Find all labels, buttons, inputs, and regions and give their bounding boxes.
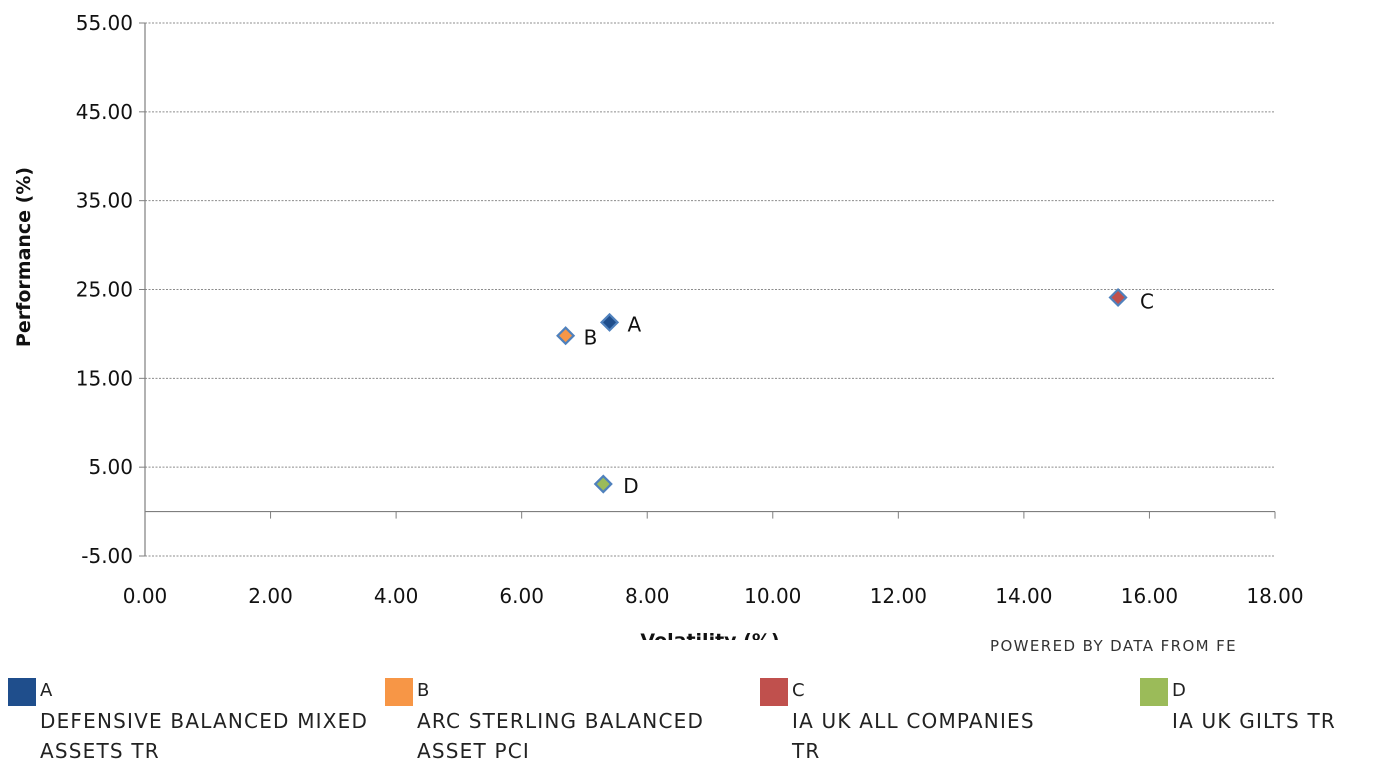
y-tick-label: 45.00 <box>76 100 133 124</box>
y-tick-label: 35.00 <box>76 189 133 213</box>
point-a <box>599 312 620 332</box>
legend-key-d: D <box>1172 680 1188 701</box>
y-tick-label: 15.00 <box>76 366 133 390</box>
x-tick-label: 8.00 <box>625 584 670 608</box>
x-tick-label: 10.00 <box>744 584 801 608</box>
x-tick-label: 14.00 <box>995 584 1052 608</box>
data-points: A B C D <box>556 287 1154 498</box>
x-tick-label: 6.00 <box>499 584 544 608</box>
data-credit: POWERED BY DATA FROM FE <box>990 637 1238 655</box>
point-c <box>1108 287 1128 308</box>
legend-key-b: B <box>417 680 431 701</box>
point-label-a: A <box>628 312 642 336</box>
x-tick-label: 16.00 <box>1121 584 1178 608</box>
x-axis-title: Volatility (%) <box>640 630 779 640</box>
y-axis-title: Performance (%) <box>13 167 35 347</box>
legend-key-c: C <box>792 680 806 701</box>
legend-name-d: IA UK GILTS TR <box>1172 709 1337 733</box>
x-tick-label: 0.00 <box>123 584 168 608</box>
x-tick-label: 4.00 <box>374 584 419 608</box>
x-axis-ticks: 0.00 2.00 4.00 6.00 8.00 10.00 12.00 14.00 16.00… <box>123 511 1304 608</box>
x-tick-label: 18.00 <box>1246 584 1303 608</box>
x-tick-label: 12.00 <box>870 584 927 608</box>
x-tick-label: 2.00 <box>248 584 293 608</box>
point-label-d: D <box>623 474 638 498</box>
y-tick-label: 5.00 <box>88 455 133 479</box>
point-label-b: B <box>584 326 598 350</box>
point-label-c: C <box>1140 289 1154 313</box>
y-tick-label: 25.00 <box>76 278 133 302</box>
point-b <box>556 326 576 346</box>
legend-swatch-b <box>385 678 413 706</box>
point-d <box>593 474 613 494</box>
gridlines <box>145 22 1275 557</box>
legend-name-a: DEFENSIVE BALANCED MIXED ASSETS TR <box>40 709 369 763</box>
y-tick-label: 55.00 <box>76 11 133 35</box>
legend-swatch-c <box>760 678 788 706</box>
legend-key-a: A <box>40 680 54 701</box>
legend-name-b: ARC STERLING BALANCED ASSET PCI <box>417 709 705 763</box>
y-axis-ticks: 55.00 45.00 35.00 25.00 15.00 5.00 -5.00 <box>76 11 145 568</box>
legend-swatch-a <box>8 678 36 706</box>
y-tick-label: -5.00 <box>81 544 133 568</box>
legend-swatch-d <box>1140 678 1168 706</box>
legend-name-c: IA UK ALL COMPANIES TR <box>792 709 1035 763</box>
scatter-chart: 55.00 45.00 35.00 25.00 15.00 5.00 -5.00 0.00 2… <box>13 11 1304 640</box>
